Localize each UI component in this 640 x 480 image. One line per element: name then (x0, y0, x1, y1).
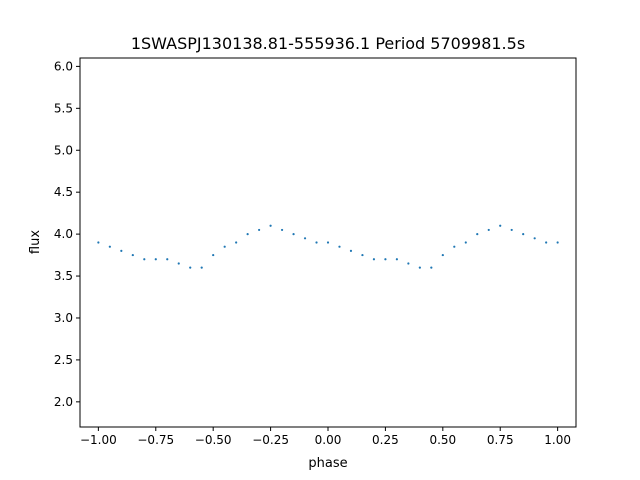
data-point (326, 241, 330, 244)
x-axis-label: phase (308, 456, 347, 471)
data-point (545, 241, 548, 244)
data-point (212, 253, 215, 257)
x-axis-ticks: −1.00 −0.75 −0.50 −0.25 0.00 0.25 0.50 0.75 1.00 (80, 427, 571, 447)
data-point (200, 266, 203, 269)
data-point (189, 266, 192, 269)
data-point (269, 224, 272, 227)
data-point (120, 249, 123, 252)
data-point (246, 233, 249, 236)
data-point (258, 228, 261, 232)
data-point (361, 253, 364, 257)
data-point (131, 253, 134, 257)
x-tick-label: 1.00 (544, 433, 571, 447)
x-tick-label: −0.25 (252, 433, 289, 447)
data-point (372, 258, 376, 261)
data-point (338, 245, 341, 248)
data-point (166, 258, 169, 261)
data-point (143, 258, 146, 261)
y-tick-label: 2.0 (54, 395, 73, 409)
data-point (292, 233, 295, 236)
y-tick-label: 4.5 (54, 185, 73, 199)
data-point (108, 245, 111, 248)
x-tick-label: −0.75 (137, 433, 174, 447)
x-tick-label: −0.50 (195, 433, 232, 447)
data-point (395, 258, 398, 261)
data-point (430, 266, 433, 269)
data-point (235, 241, 238, 244)
data-point (177, 262, 180, 265)
y-tick-label: 3.5 (54, 269, 73, 283)
data-point (303, 237, 307, 240)
data-point (407, 262, 410, 265)
data-point (223, 245, 226, 248)
data-point (556, 241, 559, 244)
data-point (349, 249, 353, 252)
data-point (441, 253, 444, 257)
data-point (418, 266, 421, 269)
data-point (487, 228, 490, 232)
y-tick-label: 5.5 (54, 101, 73, 115)
data-point (510, 228, 513, 232)
x-tick-label: 0.50 (429, 433, 456, 447)
y-tick-label: 4.0 (54, 227, 73, 241)
chart-title: 1SWASPJ130138.81-555936.1 Period 5709981… (131, 34, 525, 53)
data-point (476, 233, 479, 236)
x-tick-label: 0.00 (315, 433, 342, 447)
data-point (315, 241, 318, 244)
data-point (280, 228, 284, 232)
data-point (453, 245, 456, 248)
y-axis-label: flux (28, 230, 43, 254)
data-point (384, 258, 387, 261)
data-point (499, 224, 502, 227)
data-point (464, 241, 467, 244)
scatter-points (97, 224, 559, 269)
x-tick-label: 0.25 (372, 433, 399, 447)
data-point (533, 237, 536, 240)
data-point (522, 233, 525, 236)
y-axis-ticks: 2.0 2.5 3.0 3.5 4.0 4.5 5.0 5.5 6.0 (54, 59, 80, 409)
x-tick-label: 0.75 (487, 433, 514, 447)
x-tick-label: −1.00 (80, 433, 117, 447)
y-tick-label: 2.5 (54, 353, 73, 367)
y-tick-label: 5.0 (54, 143, 73, 157)
y-tick-label: 3.0 (54, 311, 73, 325)
data-point (154, 258, 157, 261)
data-point (97, 241, 100, 244)
y-tick-label: 6.0 (54, 59, 73, 73)
